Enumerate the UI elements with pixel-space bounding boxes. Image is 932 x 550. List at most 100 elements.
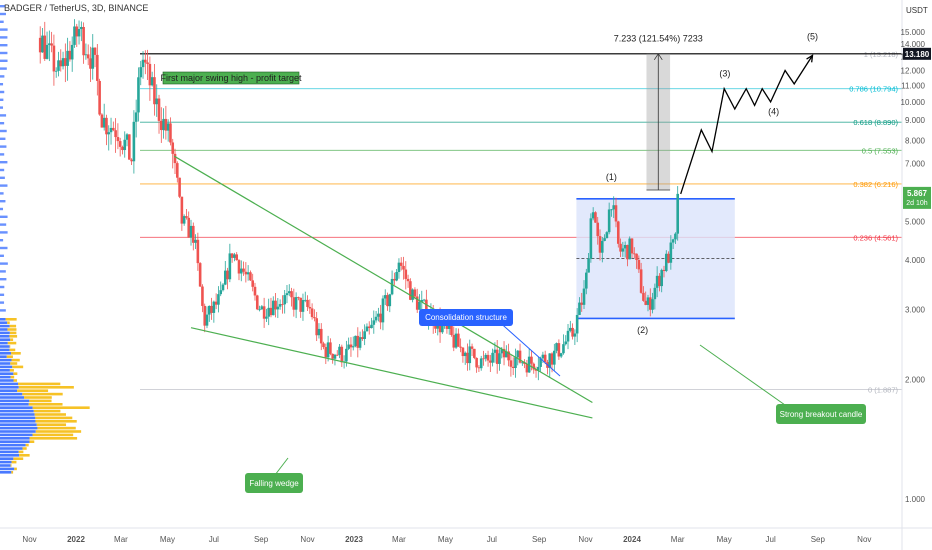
- falling-wedge-lines: [173, 155, 593, 419]
- profile-bar-yellow: [29, 399, 52, 403]
- candle-body: [616, 221, 620, 244]
- candle-body: [308, 306, 312, 309]
- candle-body: [585, 272, 588, 289]
- x-tick-label: 2022: [67, 535, 85, 544]
- x-tick-label: Nov: [857, 535, 871, 544]
- x-tick-label: Jul: [209, 535, 219, 544]
- candle-body: [315, 318, 318, 336]
- candle-body: [530, 356, 533, 364]
- candle-body: [338, 346, 341, 355]
- candle-body: [107, 132, 111, 135]
- profile-bar-blue: [0, 443, 26, 447]
- candle-body: [306, 299, 309, 307]
- candle-body: [489, 360, 492, 363]
- candle-body: [93, 47, 97, 55]
- candle-body: [285, 293, 289, 296]
- profile-bar-blue: [0, 399, 30, 403]
- profile-bar-yellow: [22, 447, 27, 450]
- candle-body: [582, 288, 586, 305]
- profile-bar-blue: [0, 406, 33, 409]
- profile-bar-blue: [0, 382, 18, 386]
- candle-body: [322, 343, 325, 348]
- candle-body: [434, 325, 437, 329]
- profile-bar-blue: [0, 176, 5, 179]
- candle-body: [676, 193, 679, 234]
- profile-bar-blue: [0, 44, 8, 47]
- price-axis[interactable]: 1.0002.0003.0004.0005.0006.0007.0008.000…: [901, 0, 926, 550]
- profile-bar-blue: [0, 20, 4, 23]
- profile-bar-blue: [0, 200, 6, 203]
- time-axis[interactable]: Nov 2022 Mar May Jul Sep Nov 2023 Mar May Jul Sep No…: [0, 527, 932, 544]
- candle-body: [578, 302, 581, 315]
- consolidation-pointer: [495, 318, 561, 377]
- last-price-value: 5.867: [907, 189, 928, 198]
- candle-body: [182, 216, 186, 224]
- profile-bar-yellow: [11, 460, 17, 464]
- candle-body: [482, 358, 485, 360]
- fib-label: 0.236 (4.561): [853, 233, 898, 242]
- candle-body: [166, 123, 170, 131]
- symbol-title[interactable]: BADGER / TetherUS, 3D, BINANCE: [4, 3, 149, 13]
- candle-body: [278, 304, 282, 307]
- breakout-pointer: [699, 344, 786, 406]
- y-tick-label: 9.000: [905, 116, 926, 125]
- profile-bar-blue: [0, 321, 8, 324]
- candle-body: [587, 258, 590, 273]
- candle-body: [475, 357, 478, 368]
- candle-body: [70, 44, 74, 60]
- candle-body: [132, 121, 136, 162]
- candle-body: [662, 269, 666, 271]
- y-tick-label: 1.000: [905, 495, 926, 504]
- candle-body: [223, 270, 227, 285]
- candle-body: [253, 286, 257, 296]
- candle-body: [64, 58, 67, 66]
- candle-body: [89, 58, 92, 69]
- candle-body: [390, 278, 394, 295]
- candle-body: [207, 305, 211, 315]
- profile-bar-blue: [0, 338, 11, 341]
- candle-body: [399, 262, 403, 266]
- profile-bar-blue: [0, 129, 7, 133]
- candle-body: [265, 316, 268, 319]
- candle-body: [664, 253, 668, 271]
- candle-body: [349, 344, 353, 348]
- candle-body: [628, 238, 632, 260]
- profile-bar-blue: [0, 331, 10, 335]
- candle-body: [43, 35, 47, 59]
- profile-bar-blue: [0, 352, 12, 355]
- candle-body: [674, 233, 677, 240]
- profile-bar-blue: [0, 386, 19, 389]
- candle-body: [639, 269, 643, 293]
- profile-bar-blue: [0, 207, 4, 211]
- candle-body: [347, 344, 350, 349]
- profile-bar-blue: [0, 168, 5, 172]
- profile-bar-blue: [0, 365, 13, 369]
- candle-body: [495, 349, 499, 364]
- candle-body: [484, 354, 488, 359]
- profile-bar-blue: [0, 114, 7, 117]
- profile-bar-blue: [0, 324, 10, 328]
- candle-body: [221, 284, 225, 291]
- candle-body: [518, 350, 522, 363]
- candle-body: [623, 244, 627, 249]
- candle-body: [109, 127, 113, 133]
- profile-bar-blue: [0, 379, 14, 382]
- candle-body: [160, 120, 163, 131]
- candle-body: [671, 239, 675, 243]
- measure-tool: 7.233 (121.54%) 7233: [614, 33, 703, 191]
- candle-body: [294, 297, 298, 310]
- profile-bar-yellow: [34, 413, 66, 416]
- wave-1: (1): [606, 172, 617, 182]
- profile-bar-blue: [0, 28, 8, 31]
- consolidation-callout: [419, 309, 513, 326]
- profile-bar-yellow: [9, 348, 16, 352]
- candle-body: [596, 222, 600, 237]
- candle-body: [153, 77, 156, 105]
- candle-body: [121, 146, 124, 151]
- profile-bar-blue: [0, 450, 19, 454]
- profile-bar-blue: [0, 12, 6, 16]
- candle-body: [171, 142, 175, 154]
- candle-body: [562, 344, 565, 354]
- candle-body: [246, 272, 250, 275]
